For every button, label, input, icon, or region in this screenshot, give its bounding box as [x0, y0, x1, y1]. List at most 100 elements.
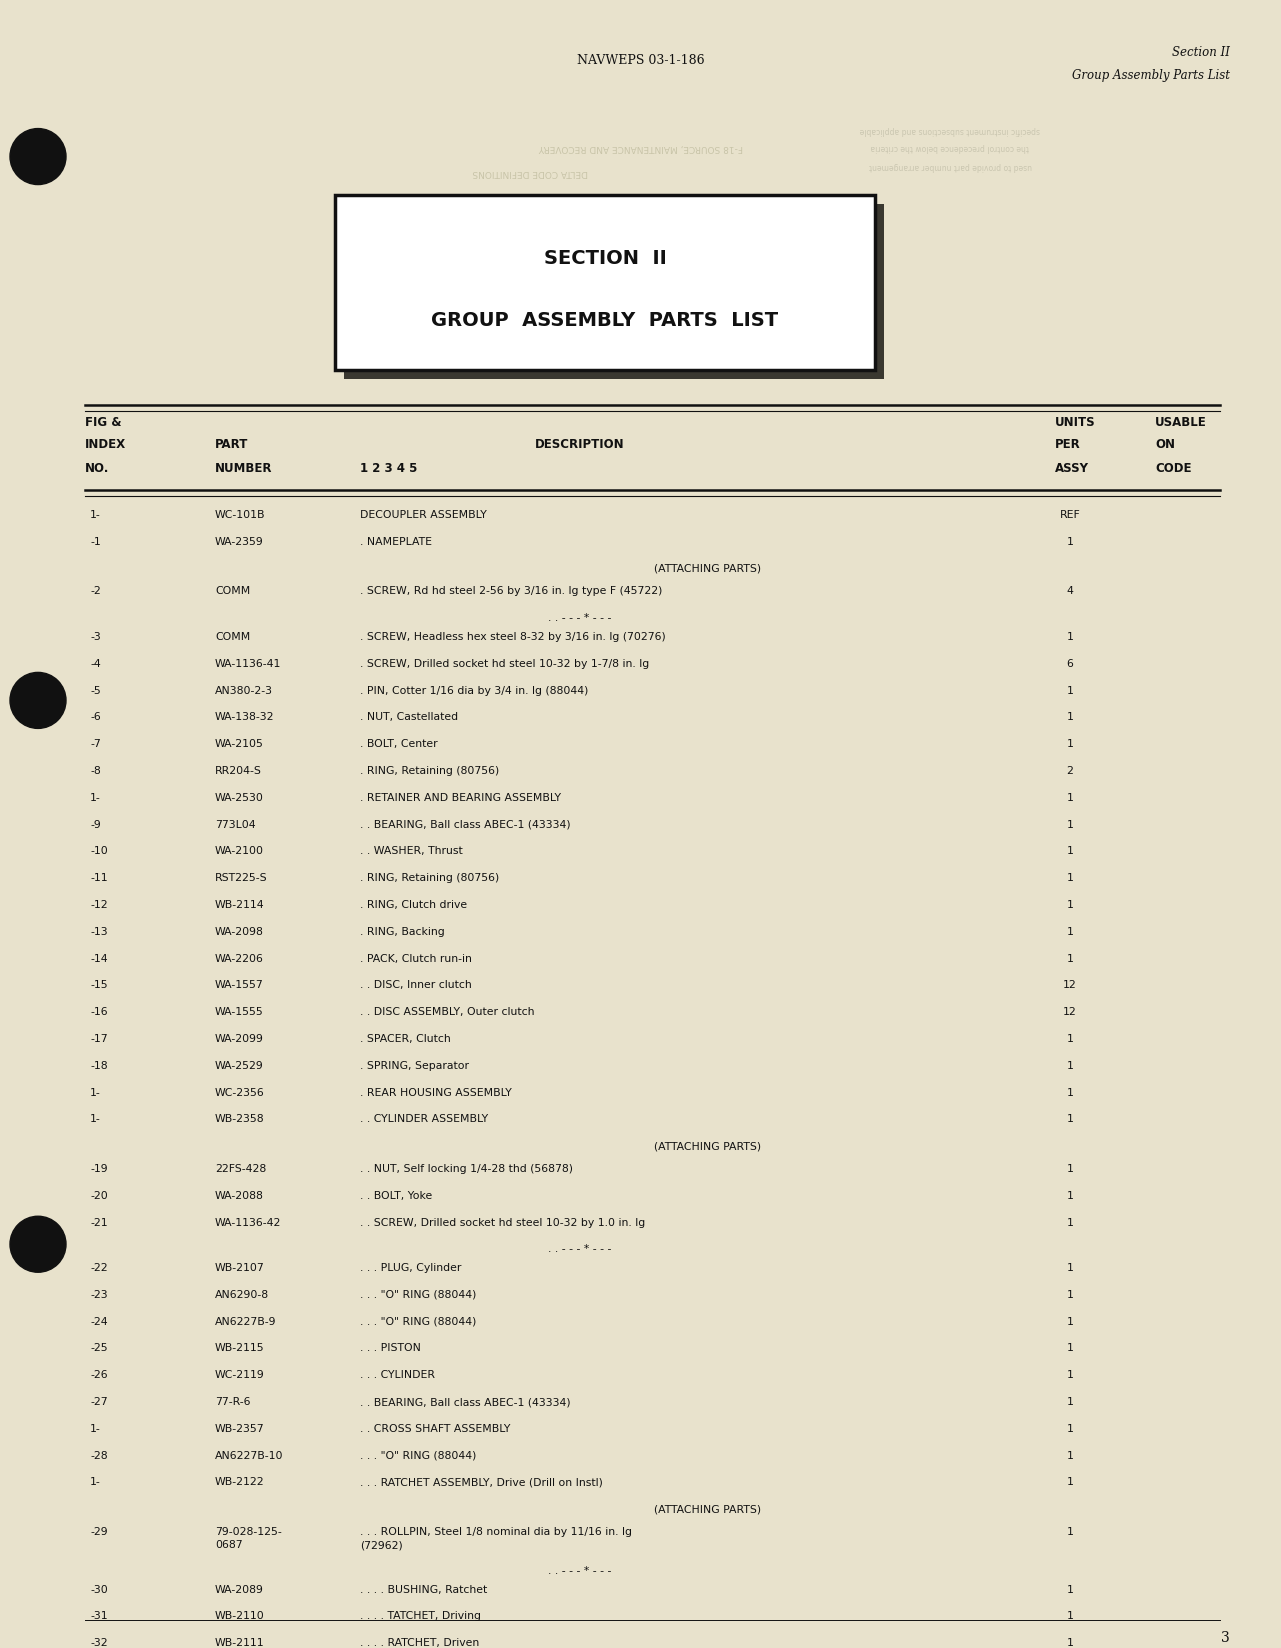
Text: . . . . TATCHET, Driving: . . . . TATCHET, Driving — [360, 1612, 480, 1622]
Text: WA-2529: WA-2529 — [215, 1061, 264, 1071]
Text: 1: 1 — [1067, 631, 1073, 643]
Text: -28: -28 — [90, 1450, 108, 1460]
Text: WA-138-32: WA-138-32 — [215, 712, 274, 722]
Text: . BOLT, Center: . BOLT, Center — [360, 740, 438, 750]
Text: 1: 1 — [1067, 1033, 1073, 1043]
Text: USABLE: USABLE — [1155, 415, 1207, 428]
Text: WB-2111: WB-2111 — [215, 1638, 265, 1648]
Text: AN6227B-10: AN6227B-10 — [215, 1450, 283, 1460]
Text: -26: -26 — [90, 1369, 108, 1381]
Text: WA-2089: WA-2089 — [215, 1585, 264, 1595]
Text: WA-1136-41: WA-1136-41 — [215, 659, 282, 669]
Text: 1: 1 — [1067, 1218, 1073, 1228]
Text: . . DISC ASSEMBLY, Outer clutch: . . DISC ASSEMBLY, Outer clutch — [360, 1007, 534, 1017]
Text: . SCREW, Headless hex steel 8-32 by 3/16 in. lg (70276): . SCREW, Headless hex steel 8-32 by 3/16… — [360, 631, 666, 643]
Text: 1: 1 — [1067, 1163, 1073, 1173]
Text: 1: 1 — [1067, 1424, 1073, 1434]
Text: 1: 1 — [1067, 1192, 1073, 1201]
Text: -7: -7 — [90, 740, 101, 750]
Text: DECOUPLER ASSEMBLY: DECOUPLER ASSEMBLY — [360, 509, 487, 521]
Text: 1: 1 — [1067, 1317, 1073, 1327]
Text: -16: -16 — [90, 1007, 108, 1017]
Text: . . BEARING, Ball class ABEC-1 (43334): . . BEARING, Ball class ABEC-1 (43334) — [360, 819, 570, 829]
Text: . SCREW, Rd hd steel 2-56 by 3/16 in. lg type F (45722): . SCREW, Rd hd steel 2-56 by 3/16 in. lg… — [360, 587, 662, 597]
Text: 1-: 1- — [90, 509, 101, 521]
Text: . RING, Retaining (80756): . RING, Retaining (80756) — [360, 873, 500, 883]
Text: used to provide part number arrangement: used to provide part number arrangement — [869, 162, 1031, 170]
Text: . . - - - * - - -: . . - - - * - - - — [548, 1244, 612, 1254]
Text: 1: 1 — [1067, 1478, 1073, 1488]
Text: 1: 1 — [1067, 1528, 1073, 1538]
Text: 1: 1 — [1067, 1061, 1073, 1071]
Text: -31: -31 — [90, 1612, 108, 1622]
Text: 1: 1 — [1067, 1398, 1073, 1407]
Text: -30: -30 — [90, 1585, 108, 1595]
Bar — [345, 204, 884, 379]
Text: PER: PER — [1056, 438, 1081, 452]
Text: WB-2115: WB-2115 — [215, 1343, 265, 1353]
Text: 1: 1 — [1067, 1638, 1073, 1648]
Text: . RING, Retaining (80756): . RING, Retaining (80756) — [360, 766, 500, 776]
Text: -32: -32 — [90, 1638, 108, 1648]
Text: . . . CYLINDER: . . . CYLINDER — [360, 1369, 436, 1381]
Text: -11: -11 — [90, 873, 108, 883]
Text: . . WASHER, Thrust: . . WASHER, Thrust — [360, 847, 462, 857]
Circle shape — [10, 1216, 67, 1272]
Text: RST225-S: RST225-S — [215, 873, 268, 883]
Text: 1: 1 — [1067, 1262, 1073, 1274]
Text: -18: -18 — [90, 1061, 108, 1071]
Text: -1: -1 — [90, 537, 101, 547]
Text: 1: 1 — [1067, 793, 1073, 803]
Text: 1: 1 — [1067, 926, 1073, 936]
Text: . PIN, Cotter 1/16 dia by 3/4 in. lg (88044): . PIN, Cotter 1/16 dia by 3/4 in. lg (88… — [360, 686, 588, 695]
Text: 1: 1 — [1067, 873, 1073, 883]
Circle shape — [10, 672, 67, 728]
Text: -4: -4 — [90, 659, 101, 669]
Text: 1: 1 — [1067, 900, 1073, 910]
Text: . . . RATCHET ASSEMBLY, Drive (Drill on Instl): . . . RATCHET ASSEMBLY, Drive (Drill on … — [360, 1478, 603, 1488]
Text: 1: 1 — [1067, 847, 1073, 857]
Text: 1-: 1- — [90, 1478, 101, 1488]
Text: -2: -2 — [90, 587, 101, 597]
Text: . . - - - * - - -: . . - - - * - - - — [548, 613, 612, 623]
Text: . . DISC, Inner clutch: . . DISC, Inner clutch — [360, 981, 471, 990]
Text: -5: -5 — [90, 686, 101, 695]
Text: WC-2356: WC-2356 — [215, 1088, 265, 1098]
Text: -22: -22 — [90, 1262, 108, 1274]
Text: 1-: 1- — [90, 1114, 101, 1124]
Text: . RING, Clutch drive: . RING, Clutch drive — [360, 900, 468, 910]
Text: WA-2206: WA-2206 — [215, 954, 264, 964]
Text: -12: -12 — [90, 900, 108, 910]
Text: WA-2105: WA-2105 — [215, 740, 264, 750]
Text: . REAR HOUSING ASSEMBLY: . REAR HOUSING ASSEMBLY — [360, 1088, 511, 1098]
Text: 1: 1 — [1067, 537, 1073, 547]
Text: specific instrument subsections and applicable: specific instrument subsections and appl… — [860, 125, 1040, 135]
Text: RR204-S: RR204-S — [215, 766, 261, 776]
Text: . NUT, Castellated: . NUT, Castellated — [360, 712, 459, 722]
Bar — [336, 194, 875, 371]
Text: AN380-2-3: AN380-2-3 — [215, 686, 273, 695]
Text: 1: 1 — [1067, 1450, 1073, 1460]
Text: 79-028-125-: 79-028-125- — [215, 1528, 282, 1538]
Text: DELTA CODE DEFINITIONS: DELTA CODE DEFINITIONS — [473, 168, 588, 178]
Text: WA-2088: WA-2088 — [215, 1192, 264, 1201]
Text: COMM: COMM — [215, 587, 250, 597]
Text: 1-: 1- — [90, 793, 101, 803]
Text: REF: REF — [1059, 509, 1080, 521]
Text: WA-2359: WA-2359 — [215, 537, 264, 547]
Text: FIG &: FIG & — [85, 415, 122, 428]
Text: . SCREW, Drilled socket hd steel 10-32 by 1-7/8 in. lg: . SCREW, Drilled socket hd steel 10-32 b… — [360, 659, 649, 669]
Text: -9: -9 — [90, 819, 101, 829]
Text: 22FS-428: 22FS-428 — [215, 1163, 266, 1173]
Text: 1: 1 — [1067, 1114, 1073, 1124]
Text: WC-2119: WC-2119 — [215, 1369, 265, 1381]
Text: WB-2110: WB-2110 — [215, 1612, 265, 1622]
Text: . . BOLT, Yoke: . . BOLT, Yoke — [360, 1192, 432, 1201]
Text: ON: ON — [1155, 438, 1175, 452]
Text: 1: 1 — [1067, 712, 1073, 722]
Text: . . NUT, Self locking 1/4-28 thd (56878): . . NUT, Self locking 1/4-28 thd (56878) — [360, 1163, 573, 1173]
Text: 1 2 3 4 5: 1 2 3 4 5 — [360, 461, 418, 475]
Text: (ATTACHING PARTS): (ATTACHING PARTS) — [653, 1140, 761, 1152]
Text: WB-2107: WB-2107 — [215, 1262, 265, 1274]
Text: . . . . BUSHING, Ratchet: . . . . BUSHING, Ratchet — [360, 1585, 487, 1595]
